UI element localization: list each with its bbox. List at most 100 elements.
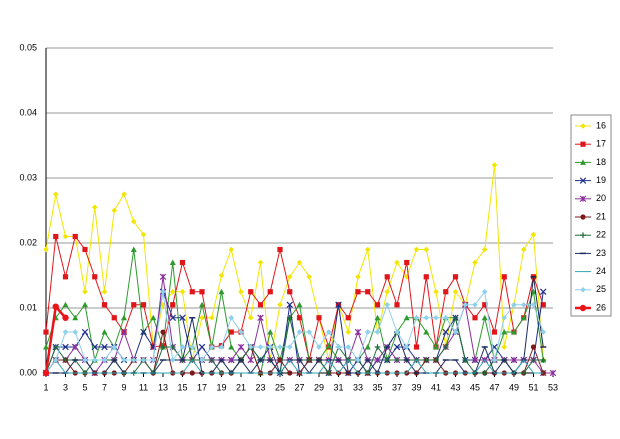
marker bbox=[140, 328, 147, 336]
marker bbox=[179, 344, 186, 350]
marker bbox=[325, 342, 332, 349]
marker bbox=[170, 302, 176, 308]
marker bbox=[169, 288, 176, 295]
marker bbox=[43, 329, 49, 335]
marker bbox=[267, 289, 273, 295]
legend-entry: 26 bbox=[575, 302, 606, 312]
marker bbox=[374, 329, 381, 335]
marker bbox=[365, 289, 371, 295]
marker bbox=[228, 356, 235, 364]
marker bbox=[82, 246, 88, 253]
legend-label: 24 bbox=[596, 266, 606, 276]
legend-label: 25 bbox=[596, 284, 606, 294]
marker bbox=[91, 343, 98, 351]
marker bbox=[199, 289, 205, 295]
marker bbox=[345, 344, 352, 350]
marker bbox=[101, 357, 108, 363]
marker bbox=[82, 357, 88, 363]
marker bbox=[433, 344, 439, 350]
series bbox=[42, 303, 69, 377]
marker bbox=[579, 304, 587, 312]
marker bbox=[238, 329, 244, 335]
marker bbox=[277, 344, 283, 350]
marker bbox=[325, 329, 332, 335]
marker bbox=[228, 314, 235, 321]
marker bbox=[364, 329, 371, 335]
marker bbox=[325, 370, 332, 376]
marker bbox=[228, 344, 235, 350]
marker bbox=[247, 356, 254, 364]
marker bbox=[189, 370, 195, 376]
marker bbox=[218, 344, 225, 350]
series bbox=[45, 359, 544, 374]
marker bbox=[355, 357, 361, 363]
marker bbox=[277, 357, 283, 363]
marker bbox=[580, 214, 586, 220]
marker bbox=[287, 370, 293, 376]
marker bbox=[121, 191, 127, 198]
marker bbox=[413, 344, 420, 350]
marker bbox=[316, 315, 322, 321]
x-tick-label: 35 bbox=[372, 382, 382, 392]
y-tick-label: 0.00 bbox=[19, 367, 37, 377]
x-tick-label: 23 bbox=[255, 382, 265, 392]
legend-entry: 23 bbox=[575, 248, 606, 258]
marker bbox=[580, 232, 586, 238]
marker bbox=[520, 370, 527, 376]
x-tick-label: 39 bbox=[411, 382, 421, 392]
y-tick-label: 0.04 bbox=[19, 107, 37, 117]
series bbox=[43, 246, 547, 376]
marker bbox=[160, 344, 166, 350]
x-tick-label: 41 bbox=[431, 382, 441, 392]
marker bbox=[384, 274, 390, 280]
legend-box bbox=[570, 114, 612, 317]
marker bbox=[482, 302, 488, 308]
marker bbox=[208, 344, 215, 350]
marker bbox=[121, 314, 127, 321]
marker bbox=[530, 301, 537, 308]
marker bbox=[491, 357, 498, 363]
marker bbox=[218, 288, 225, 295]
marker bbox=[335, 344, 342, 350]
marker bbox=[277, 246, 283, 253]
marker bbox=[394, 357, 400, 363]
marker bbox=[218, 272, 225, 279]
marker bbox=[384, 301, 391, 308]
marker bbox=[306, 274, 313, 280]
marker bbox=[247, 314, 254, 321]
x-tick-label: 13 bbox=[158, 382, 168, 392]
marker bbox=[355, 274, 361, 280]
x-tick-label: 21 bbox=[236, 382, 246, 392]
marker bbox=[423, 357, 430, 363]
marker bbox=[394, 329, 400, 335]
marker bbox=[442, 314, 449, 321]
x-tick-label: 29 bbox=[314, 382, 324, 392]
marker bbox=[247, 344, 254, 350]
marker bbox=[345, 329, 352, 335]
marker bbox=[579, 195, 587, 203]
marker bbox=[111, 315, 117, 321]
marker bbox=[530, 344, 537, 350]
marker bbox=[91, 357, 98, 363]
marker bbox=[374, 344, 381, 350]
marker bbox=[237, 343, 245, 351]
marker bbox=[501, 329, 508, 335]
marker bbox=[355, 289, 361, 295]
marker bbox=[296, 301, 303, 308]
marker bbox=[101, 329, 108, 335]
y-tick-label: 0.02 bbox=[19, 237, 37, 247]
marker bbox=[257, 344, 264, 350]
marker bbox=[287, 289, 293, 295]
marker bbox=[296, 259, 303, 266]
marker bbox=[257, 314, 264, 321]
marker bbox=[228, 246, 235, 253]
marker bbox=[491, 162, 498, 168]
marker bbox=[433, 357, 439, 363]
marker bbox=[286, 314, 293, 321]
series bbox=[43, 233, 546, 363]
marker bbox=[169, 314, 176, 321]
marker bbox=[130, 246, 137, 252]
marker bbox=[179, 288, 186, 295]
marker bbox=[452, 274, 459, 280]
marker bbox=[72, 233, 78, 240]
